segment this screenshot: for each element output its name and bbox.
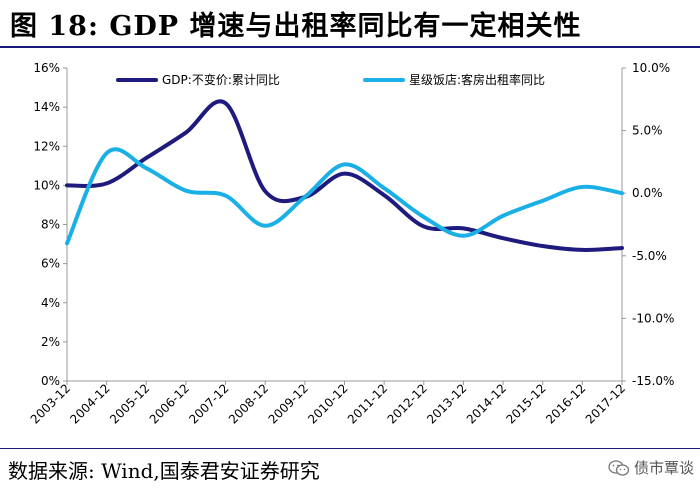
x-tick-label: 2008-12 xyxy=(226,381,271,426)
chart-lines xyxy=(65,99,624,252)
source-note: 数据来源: Wind,国泰君安证券研究 xyxy=(8,459,320,483)
x-tick-label: 2007-12 xyxy=(186,381,231,426)
x-tick-label: 2015-12 xyxy=(503,381,548,426)
chart-axes xyxy=(66,68,623,382)
legend-label: GDP:不变价:累计同比 xyxy=(162,72,280,87)
wechat-icon xyxy=(608,459,630,476)
y-left-tick-label: 12% xyxy=(33,139,60,153)
legend-label: 星级饭店:客房出租率同比 xyxy=(409,72,545,87)
x-tick-label: 2005-12 xyxy=(107,381,152,426)
title-bar: 图 18: GDP 增速与出租率同比有一定相关性 xyxy=(0,0,700,44)
x-tick-label: 2010-12 xyxy=(305,381,350,426)
x-tick-label: 2009-12 xyxy=(266,381,311,426)
bottom-rule xyxy=(0,448,700,449)
watermark-text: 债市覃谈 xyxy=(633,459,694,477)
chart-ticks: 0% 2% 4% 6% 8% 10% 12% 14% 16% -15.0% -10.0% -5.0% 0… xyxy=(28,61,675,427)
y-left-tick-label: 8% xyxy=(41,218,60,232)
series-line-gdp xyxy=(65,99,624,252)
y-left-tick-label: 0% xyxy=(41,374,60,388)
x-tick-label: 2014-12 xyxy=(464,381,509,426)
y-right-tick-label: 5.0% xyxy=(632,124,663,138)
line-chart: 0% 2% 4% 6% 8% 10% 12% 14% 16% -15.0% -10.0% -5.0% 0… xyxy=(28,61,675,427)
y-left-tick-label: 16% xyxy=(33,61,60,75)
x-tick-label: 2006-12 xyxy=(147,381,192,426)
y-right-tick-label: 10.0% xyxy=(632,61,670,75)
x-tick-label: 2013-12 xyxy=(424,381,469,426)
x-tick-label: 2016-12 xyxy=(543,381,588,426)
y-right-tick-label: 0.0% xyxy=(632,186,663,200)
y-left-tick-label: 2% xyxy=(41,335,60,349)
page-title: 图 18: GDP 增速与出租率同比有一定相关性 xyxy=(10,11,582,42)
series-line-hotel-occupancy xyxy=(65,147,624,246)
y-left-tick-label: 4% xyxy=(41,296,60,310)
x-tick-label: 2017-12 xyxy=(583,381,628,426)
y-right-tick-label: -5.0% xyxy=(632,249,667,263)
chart-legend: GDP:不变价:累计同比 星级饭店:客房出租率同比 xyxy=(116,72,545,87)
y-left-tick-label: 6% xyxy=(41,257,60,271)
x-tick-label: 2003-12 xyxy=(28,381,73,426)
y-left-tick-label: 10% xyxy=(33,178,60,192)
x-tick-label: 2012-12 xyxy=(385,381,430,426)
y-left-tick-label: 14% xyxy=(33,100,60,114)
x-tick-label: 2004-12 xyxy=(67,381,112,426)
top-rule xyxy=(0,46,700,48)
y-right-tick-label: -15.0% xyxy=(632,374,674,388)
x-tick-label: 2011-12 xyxy=(345,381,390,426)
watermark: 债市覃谈 xyxy=(608,457,694,478)
y-right-tick-label: -10.0% xyxy=(632,311,674,325)
